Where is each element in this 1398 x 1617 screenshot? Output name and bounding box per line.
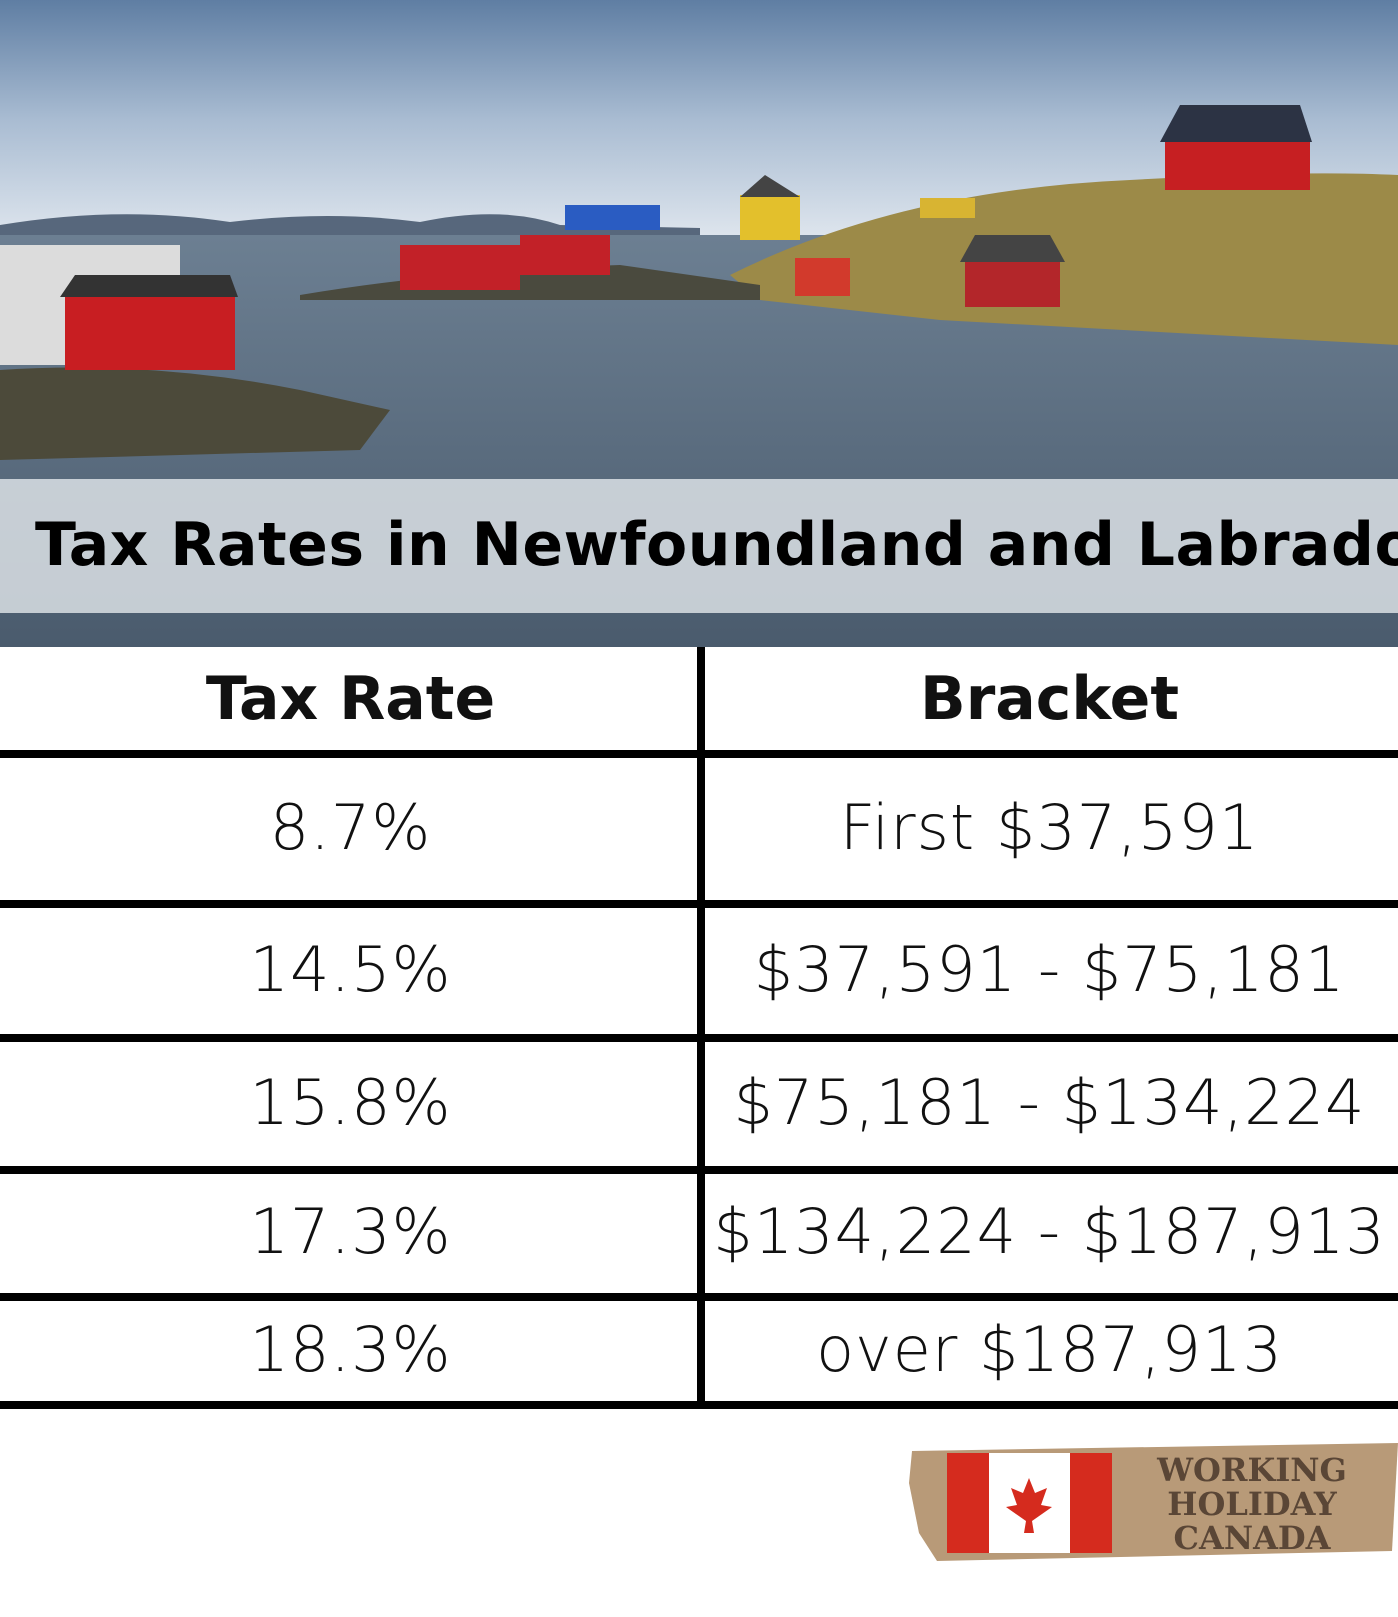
column-divider [697, 647, 705, 1408]
logo-text: CANADA [1174, 1519, 1332, 1557]
table-cell: First $37,591 [839, 790, 1260, 864]
table-cell: 17.3% [249, 1195, 452, 1268]
table-cell: $37,591 - $75,181 [753, 932, 1346, 1006]
header-photo [0, 0, 1398, 647]
table-cell: 14.5% [249, 932, 452, 1006]
title: Tax Rates in Newfoundland and Labrador [35, 510, 1398, 580]
tax-table: Tax Rate Bracket 8.7% First $37,591 14.5% $37… [0, 647, 1398, 1409]
column-header: Bracket [919, 664, 1180, 734]
table-cell: 18.3% [249, 1312, 452, 1386]
logo-text: HOLIDAY [1167, 1485, 1338, 1523]
column-header: Tax Rate [205, 664, 496, 734]
table-cell: over $187,913 [816, 1312, 1283, 1386]
table-cell: 15.8% [249, 1065, 452, 1139]
table-cell: 8.7% [269, 790, 432, 864]
table-cell: $75,181 - $134,224 [733, 1065, 1366, 1139]
logo-text: WORKING [1156, 1451, 1347, 1489]
table-cell: $134,224 - $187,913 [713, 1195, 1386, 1268]
